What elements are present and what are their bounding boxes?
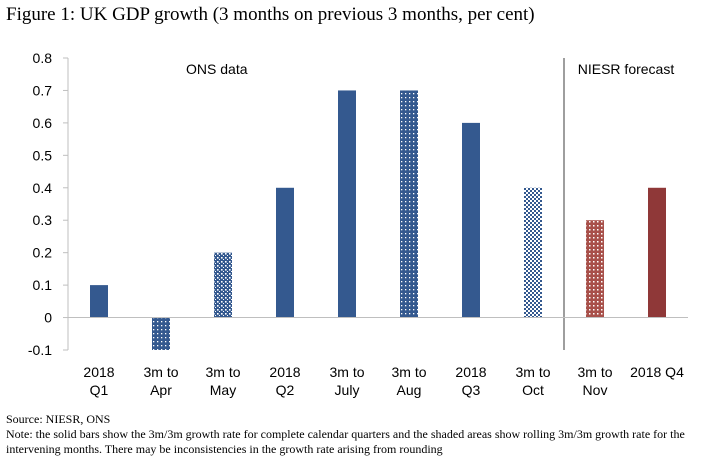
bars	[90, 90, 666, 350]
bar-2	[214, 252, 232, 318]
x-tick-label: 2018	[269, 364, 300, 380]
x-tick-label: 2018	[83, 364, 114, 380]
x-tick-label: 3m to	[329, 364, 364, 380]
y-tick-label: 0.1	[33, 277, 53, 293]
source-text: Source: NIESR, ONS	[6, 412, 111, 426]
x-tick-label: Q3	[462, 382, 481, 398]
bar-4	[338, 90, 356, 318]
source-note: Source: NIESR, ONS Note: the solid bars …	[6, 412, 696, 457]
x-tick-label: 2018 Q4	[630, 364, 684, 380]
x-tick-label: 3m to	[391, 364, 426, 380]
x-tick-label: Oct	[522, 382, 544, 398]
bar-6	[462, 122, 480, 318]
bar-5	[400, 90, 418, 318]
x-tick-label: 3m to	[515, 364, 550, 380]
bar-chart: -0.1 0 0.1 0.2 0.3 0.4 0.5 0.6 0.7 0.8 2018 Q1 3m t…	[28, 50, 688, 398]
bar-1	[152, 317, 170, 350]
y-tick-label: 0.8	[33, 50, 53, 66]
x-tick-label: 3m to	[143, 364, 178, 380]
bar-0	[90, 285, 108, 318]
y-tick-label: 0.7	[33, 82, 53, 98]
x-tick-label: July	[335, 382, 360, 398]
y-tick-label: 0.4	[33, 180, 53, 196]
chart-title: Figure 1: UK GDP growth (3 months on pre…	[6, 4, 535, 25]
bar-3	[276, 187, 294, 318]
y-tick-label: 0.3	[33, 212, 53, 228]
y-tick-label: 0	[44, 310, 52, 326]
bar-7	[524, 187, 542, 318]
ons-data-label: ONS data	[186, 61, 248, 77]
x-tick-label: Q1	[90, 382, 109, 398]
y-tick-label: -0.1	[28, 342, 52, 358]
y-axis: -0.1 0 0.1 0.2 0.3 0.4 0.5 0.6 0.7 0.8	[28, 50, 69, 358]
x-tick-label: 3m to	[577, 364, 612, 380]
y-tick-label: 0.5	[33, 147, 53, 163]
x-tick-label: Apr	[150, 382, 172, 398]
x-axis-labels: 2018 Q1 3m to Apr 3m to May 2018 Q2 3m to July 3m …	[83, 364, 684, 398]
x-tick-label: Nov	[583, 382, 608, 398]
x-tick-label: Q2	[276, 382, 295, 398]
note-text: Note: the solid bars show the 3m/3m grow…	[6, 427, 685, 456]
bar-8	[586, 220, 604, 318]
y-tick-label: 0.6	[33, 115, 53, 131]
niesr-forecast-label: NIESR forecast	[578, 61, 675, 77]
x-tick-label: 3m to	[205, 364, 240, 380]
x-tick-label: May	[210, 382, 236, 398]
y-tick-label: 0.2	[33, 245, 53, 261]
x-tick-label: 2018	[455, 364, 486, 380]
bar-9	[648, 187, 666, 318]
x-tick-label: Aug	[397, 382, 422, 398]
